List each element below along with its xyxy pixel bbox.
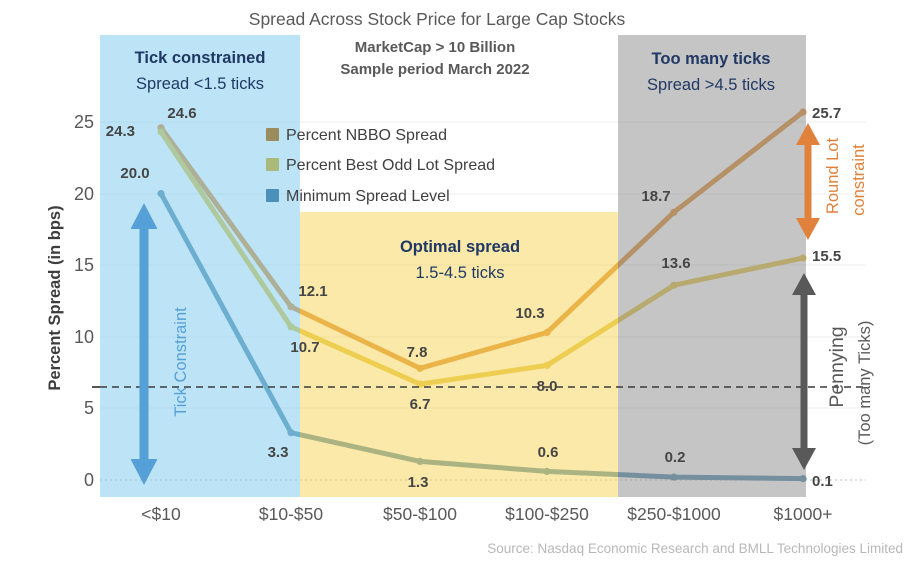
round-lot-arrow-label-line2: constraint [850, 144, 868, 216]
round-lot-arrow-label-line1: Round Lot [824, 138, 842, 215]
region-title-optimal-spread: Optimal spread [400, 238, 520, 256]
y-tick-20: 20 [74, 184, 94, 204]
x-label-lt10: <$10 [141, 504, 181, 524]
y-tick-0: 0 [84, 470, 94, 490]
chart-subtitle-1: MarketCap > 10 Billion [355, 39, 515, 56]
x-tick-labels: <$10 $10-$50 $50-$100 $100-$250 $250-$10… [141, 504, 832, 524]
chart-subtitle-2: Sample period March 2022 [340, 61, 529, 78]
tick-constraint-arrow-label: Tick Constraint [172, 307, 190, 417]
data-label-min-spread-2: 1.3 [408, 474, 429, 491]
region-subtitle-tick-constrained: Spread <1.5 ticks [136, 75, 264, 93]
y-tick-labels: 25 20 15 10 5 0 [74, 112, 94, 490]
data-label-nbbo-3: 10.3 [515, 305, 544, 322]
legend: Percent NBBO Spread Percent Best Odd Lot… [266, 127, 495, 205]
legend-swatch-min-spread [266, 189, 279, 202]
y-tick-15: 15 [74, 255, 94, 275]
x-label-50-100: $50-$100 [383, 504, 457, 524]
pennying-arrow-label-line1: Pennying [826, 326, 848, 407]
data-label-nbbo-2: 7.8 [407, 344, 428, 361]
data-label-nbbo-4: 18.7 [641, 188, 670, 205]
pennying-arrow [792, 273, 816, 470]
round-lot-arrow [796, 123, 820, 240]
x-label-1000plus: $1000+ [774, 504, 833, 524]
data-label-min-spread-0: 20.0 [120, 165, 149, 182]
data-label-min-spread-1: 3.3 [268, 444, 289, 461]
source-credit: Source: Nasdaq Economic Research and BML… [487, 541, 903, 556]
region-subtitle-too-many-ticks: Spread >4.5 ticks [647, 76, 775, 94]
x-label-100-250: $100-$250 [505, 504, 589, 524]
data-labels: 24.6 12.1 7.8 10.3 18.7 25.7 24.3 10.7 6… [106, 105, 841, 491]
data-label-odd-lot-4: 13.6 [661, 255, 690, 272]
region-tick-constrained [100, 35, 300, 497]
data-label-min-spread-5: 0.1 [812, 473, 833, 490]
legend-label-min-spread: Minimum Spread Level [286, 188, 450, 205]
data-label-nbbo-0: 24.6 [167, 105, 196, 122]
data-label-odd-lot-3: 8.0 [537, 378, 558, 395]
data-label-odd-lot-2: 6.7 [410, 396, 431, 413]
pennying-arrow-label-line2: (Too many Ticks) [856, 321, 874, 446]
y-tick-10: 10 [74, 327, 94, 347]
data-label-nbbo-1: 12.1 [298, 283, 327, 300]
region-optimal-spread [300, 212, 618, 497]
data-label-min-spread-3: 0.6 [538, 444, 559, 461]
region-subtitle-optimal-spread: 1.5-4.5 ticks [416, 264, 505, 282]
data-label-min-spread-4: 0.2 [665, 449, 686, 466]
region-title-too-many-ticks: Too many ticks [652, 50, 771, 68]
data-label-odd-lot-1: 10.7 [290, 339, 319, 356]
legend-label-odd-lot: Percent Best Odd Lot Spread [286, 157, 495, 174]
chart-title: Spread Across Stock Price for Large Cap … [249, 9, 626, 29]
region-labels: Tick constrained Spread <1.5 ticks Optim… [135, 49, 775, 282]
y-axis-title: Percent Spread (in bps) [46, 205, 64, 390]
data-label-odd-lot-5: 15.5 [812, 248, 841, 265]
y-tick-5: 5 [84, 398, 94, 418]
legend-label-nbbo: Percent NBBO Spread [286, 127, 447, 144]
legend-swatch-odd-lot [266, 158, 279, 171]
data-label-odd-lot-0: 24.3 [106, 123, 135, 140]
region-too-many-ticks [618, 35, 806, 497]
x-label-10-50: $10-$50 [259, 504, 323, 524]
x-label-250-1000: $250-$1000 [627, 504, 721, 524]
region-overlays [100, 35, 806, 497]
tick-constraint-arrow [130, 203, 158, 485]
y-tick-25: 25 [74, 112, 94, 132]
data-label-nbbo-5: 25.7 [812, 105, 841, 122]
region-title-tick-constrained: Tick constrained [135, 49, 266, 67]
legend-swatch-nbbo [266, 128, 279, 141]
